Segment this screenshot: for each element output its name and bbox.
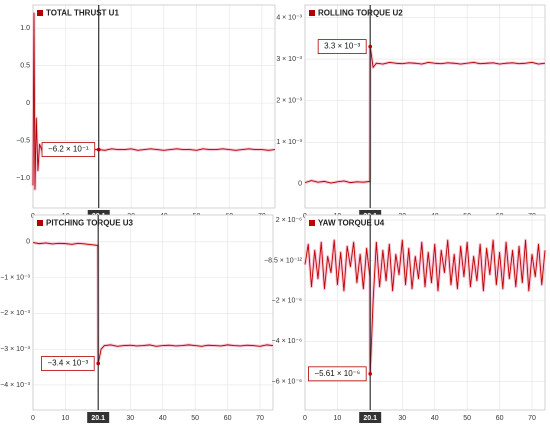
annotation-box	[41, 356, 95, 371]
y-tick-label: 0	[298, 181, 302, 188]
x-tick-label: 40	[159, 415, 167, 422]
y-tick-label: −4 × 10⁻³	[0, 382, 30, 389]
x-tick-label: 60	[496, 415, 504, 422]
y-tick-label: −3 × 10⁻³	[0, 346, 30, 353]
x-tick-label: 0	[31, 415, 35, 422]
plot-area	[33, 215, 273, 410]
y-tick-label: −2 × 10⁻³	[0, 310, 30, 317]
frame	[32, 214, 274, 411]
annotation-label: −3.4 × 10⁻³	[47, 359, 88, 368]
panel: 0102030405060704 × 10⁻³3 × 10⁻³2 × 10⁻³1…	[276, 4, 546, 221]
x-tick-label: 50	[463, 415, 471, 422]
chart-title: PITCHING TORQUE U3	[46, 219, 134, 228]
y-tick-label: 0.5	[20, 63, 30, 70]
annotation-marker	[368, 372, 372, 376]
annotation-box	[41, 142, 96, 157]
legend-swatch	[309, 10, 315, 16]
x-tick-label: 70	[256, 415, 264, 422]
y-tick-label: −6 × 10⁻⁶	[272, 379, 302, 386]
cursor-label: 20.1	[363, 415, 377, 422]
data-line	[32, 242, 274, 364]
y-tick-label: 1.0	[20, 25, 30, 32]
x-tick-label: 30	[398, 415, 406, 422]
annotation-label: −6.2 × 10⁻¹	[48, 145, 89, 154]
x-tick-label: 40	[431, 415, 439, 422]
y-tick-label: −0.5	[16, 137, 30, 144]
x-tick-label: 10	[62, 415, 70, 422]
x-tick-label: 30	[126, 415, 134, 422]
annotation-marker	[96, 147, 101, 152]
x-tick-label: 50	[191, 415, 199, 422]
x-tick-label: 10	[334, 415, 342, 422]
y-tick-label: −2 × 10⁻⁶	[272, 298, 302, 305]
y-tick-label: 4 × 10⁻³	[276, 14, 302, 21]
y-tick-label: 3 × 10⁻³	[276, 56, 302, 63]
plot-area	[305, 5, 545, 208]
y-tick-label: 2 × 10⁻⁶	[276, 217, 302, 224]
x-tick-label: 60	[224, 415, 232, 422]
x-tick-label: 0	[303, 415, 307, 422]
y-tick-label: 2 × 10⁻³	[276, 98, 302, 105]
annotation-label: −5.61 × 10⁻⁶	[314, 369, 360, 378]
chart-title: ROLLING TORQUE U2	[318, 9, 403, 18]
cursor-label: 20.1	[91, 415, 105, 422]
annotation-marker	[96, 361, 100, 366]
legend-swatch	[37, 220, 43, 226]
data-line	[304, 46, 546, 184]
y-tick-label: 0	[26, 100, 30, 107]
panel: 0102030405060702 × 10⁻⁶−8.5 × 10⁻¹²−2 × …	[264, 214, 547, 423]
data-line	[304, 239, 546, 375]
chart-title: YAW TORQUE U4	[318, 219, 385, 228]
legend-swatch	[309, 220, 315, 226]
y-tick-label: −1.0	[16, 175, 30, 182]
cursor-label-bg	[359, 412, 382, 423]
x-tick-label: 70	[528, 415, 536, 422]
cursor-label-bg	[87, 412, 110, 423]
y-tick-label: −4 × 10⁻⁶	[272, 338, 302, 345]
chart-title: TOTAL THRUST U1	[46, 9, 119, 18]
panel: 0102030405060700−1 × 10⁻³−2 × 10⁻³−3 × 1…	[0, 214, 274, 423]
legend-swatch	[37, 10, 43, 16]
y-tick-label: 0	[26, 239, 30, 246]
annotation-marker	[368, 44, 372, 49]
frame	[304, 4, 546, 209]
frame	[304, 214, 546, 411]
y-tick-label: −1 × 10⁻³	[0, 274, 30, 281]
annotation-box	[308, 366, 367, 382]
y-tick-label: −8.5 × 10⁻¹²	[264, 257, 303, 264]
plot-area	[33, 5, 275, 208]
y-tick-label: 1 × 10⁻³	[276, 139, 302, 146]
annotation-label: 3.3 × 10⁻³	[324, 42, 360, 51]
annotation-box	[317, 39, 367, 54]
